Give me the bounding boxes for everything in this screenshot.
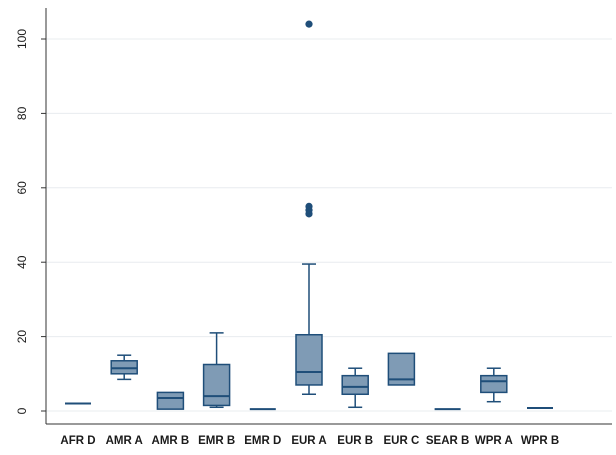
gridlines [46,38,612,412]
axes [45,8,612,425]
y-tick-label: 40 [15,255,29,269]
box-amr-b [156,391,185,410]
box-iqr [202,363,231,407]
x-category-label: WPR A [475,435,513,447]
box-eur-a [295,20,323,396]
y-tick-label: 20 [15,330,29,344]
box-amr-a [110,354,138,381]
x-category-label: AMR B [152,435,190,447]
x-category-label: EMR B [198,435,235,447]
x-category-label: EMR D [244,435,281,447]
box-eur-c [387,352,416,386]
x-category-label: EUR A [291,435,326,447]
y-tick-label: 60 [15,181,29,195]
y-tick-label: 0 [15,407,29,414]
x-category-label: SEAR B [426,435,469,447]
boxes [65,20,553,411]
box-eur-b [341,367,369,409]
x-category-label: AMR A [106,435,143,447]
x-category-label: AFR D [60,435,95,447]
box-iqr [295,333,323,386]
y-tick-label: 100 [15,29,29,49]
box-wpr-a [480,367,508,403]
x-category-label: EUR C [384,435,420,447]
box-iqr [480,374,508,394]
outlier-point [305,20,313,28]
outlier-point [305,202,313,210]
category-labels: AFR D AMR A AMR B EMR B EMR D EUR A EUR B EUR C… [60,435,559,447]
box-iqr [341,374,369,396]
box-iqr [156,391,185,410]
x-category-label: EUR B [337,435,373,447]
x-category-label: WPR B [521,435,559,447]
y-tick-label: 80 [15,106,29,120]
box-emr-b [202,332,231,409]
y-axis-ticks: 0 20 40 60 80 100 [15,29,46,414]
